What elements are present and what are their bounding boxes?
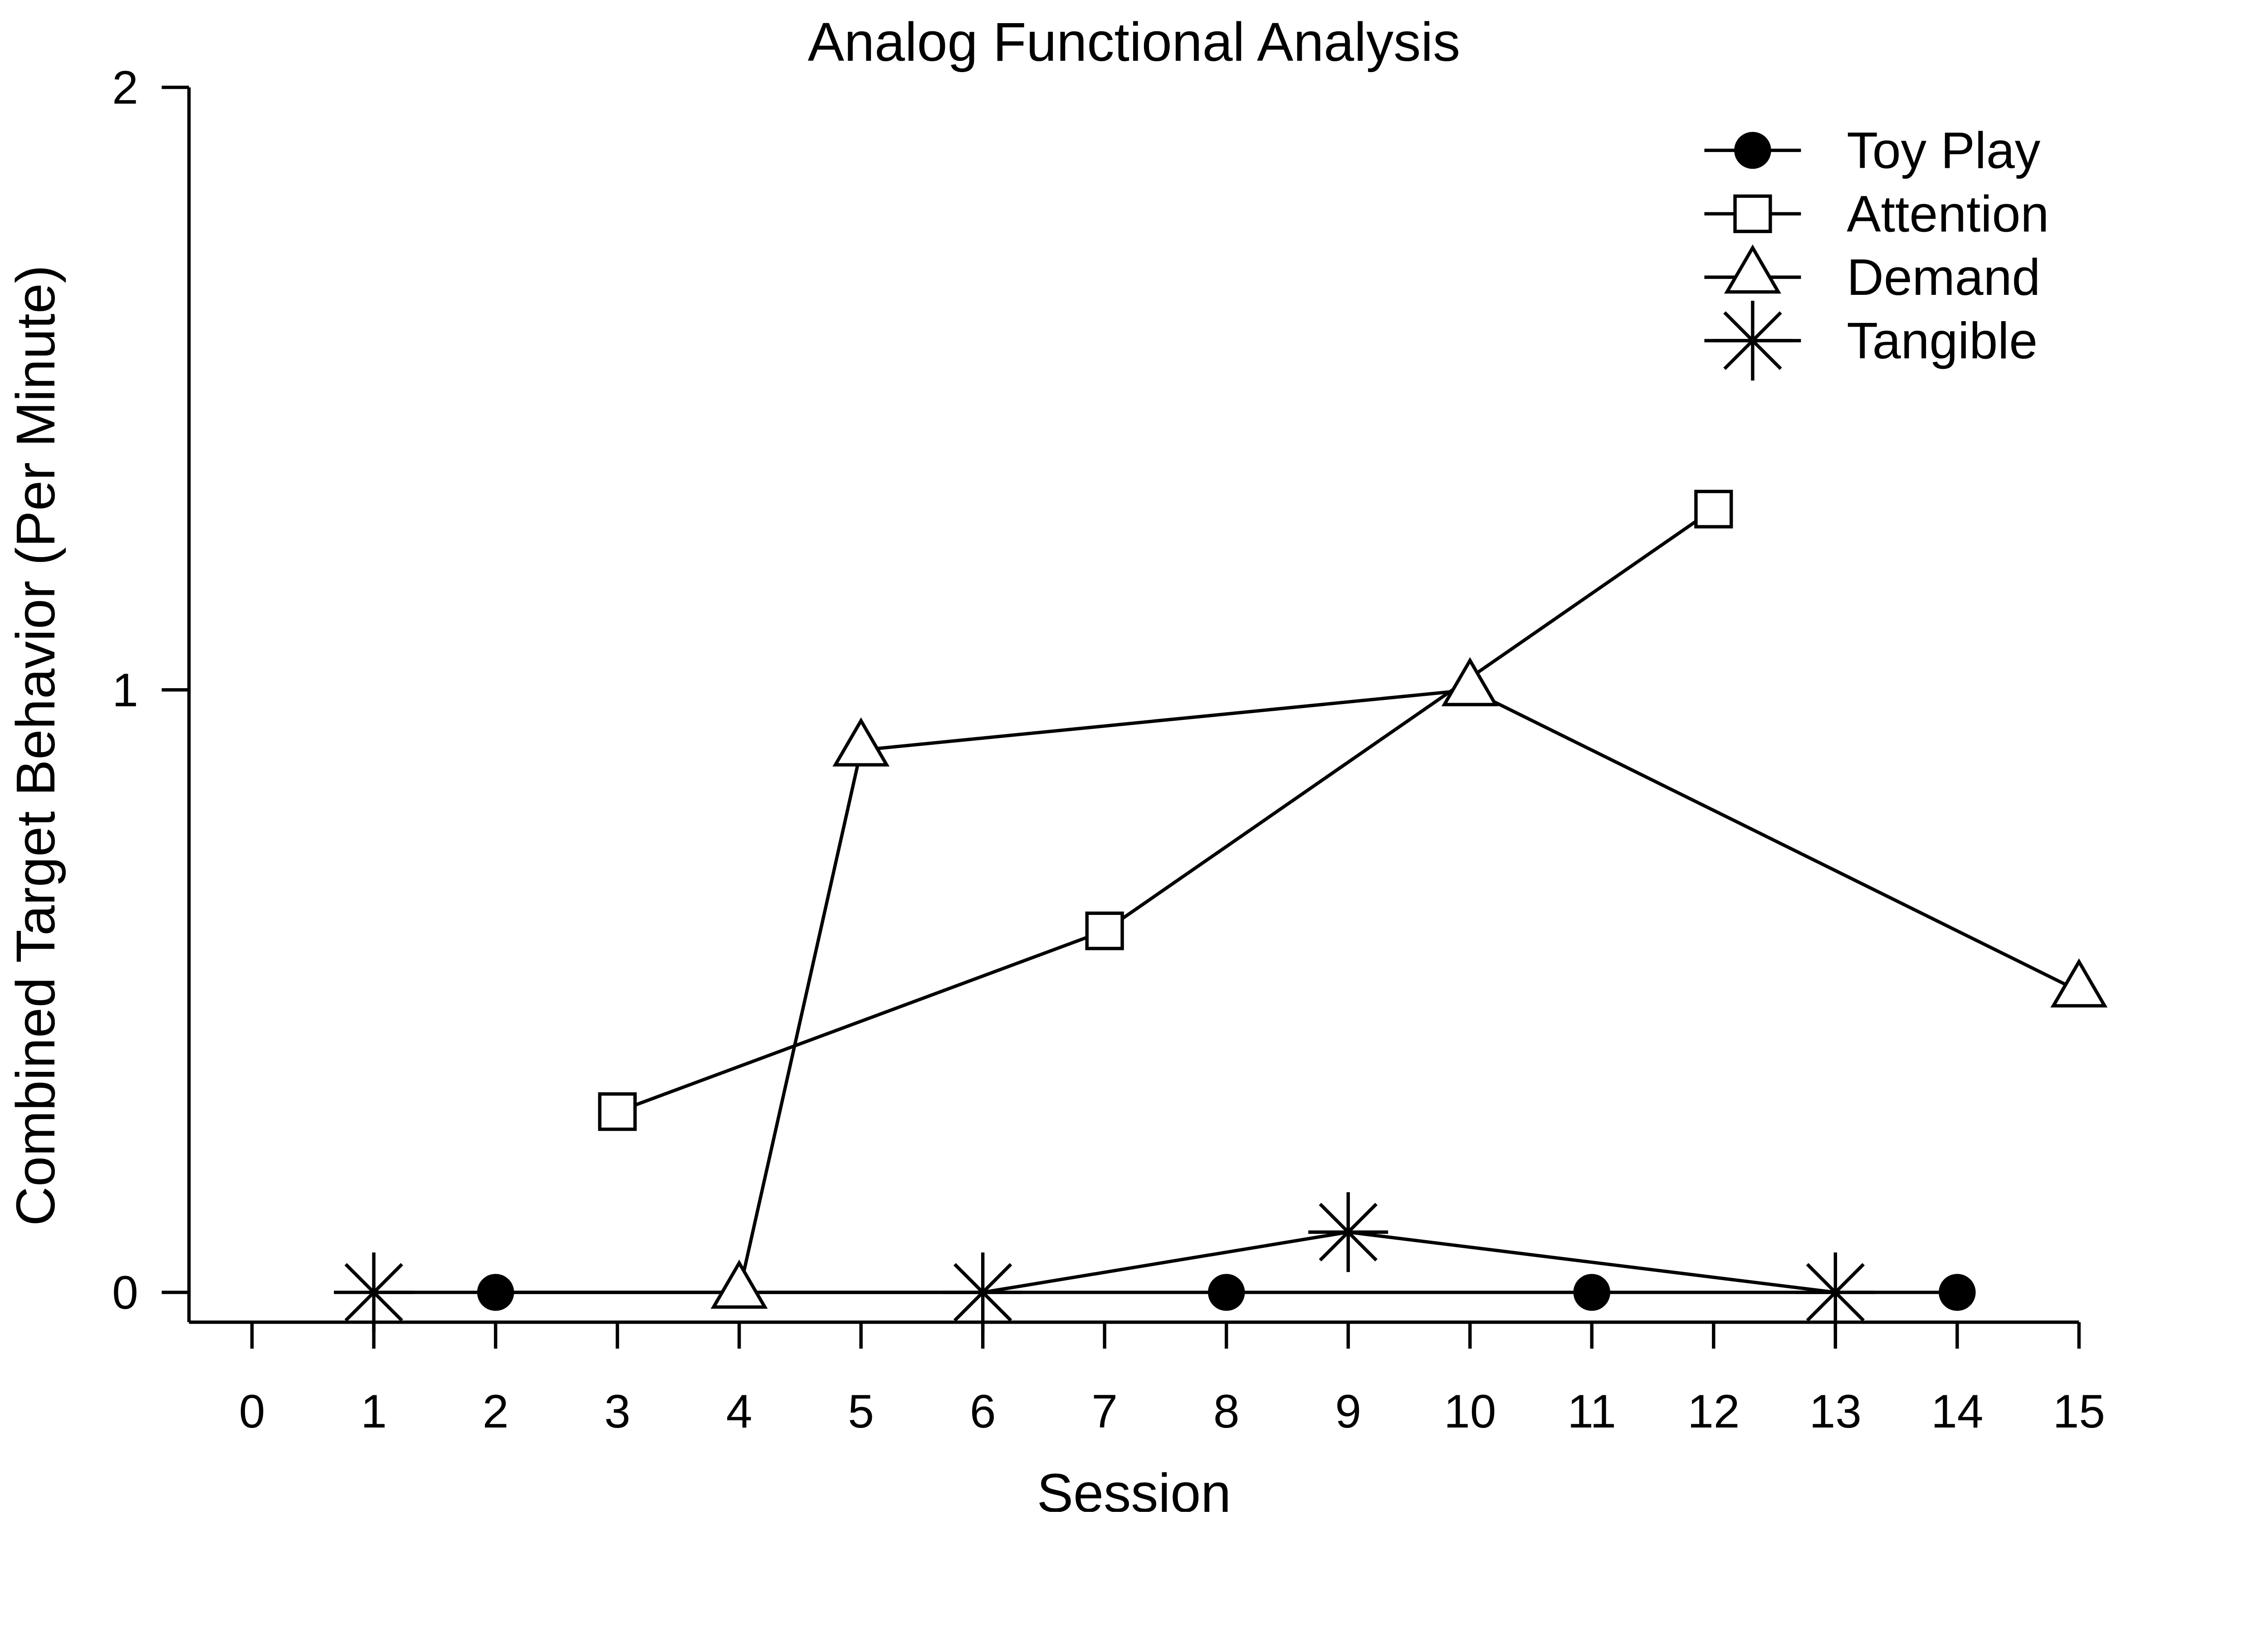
marker-attention-0: [598, 1092, 637, 1131]
legend-label-attention: Attention: [1847, 185, 2049, 242]
analog-functional-analysis-figure: 0 1 2 3 4 5 6 7 8 9 10 11 12 13 14 15 0 1 2 Analog Function…: [5, 11, 2108, 1512]
x-tick-label-13: 13: [1809, 1385, 1862, 1437]
legend-entry-attention: Attention: [1704, 185, 2049, 242]
x-tick-label-6: 6: [970, 1385, 996, 1437]
legend-marker-demand-icon: [1724, 244, 1781, 294]
marker-demand-1: [832, 717, 890, 767]
marker-tangible-1: [943, 1252, 1023, 1333]
marker-tangible-0: [334, 1252, 414, 1333]
marker-toy-play-2: [1573, 1274, 1610, 1311]
marker-tangible-3-d2: [1806, 1263, 1865, 1322]
x-tick-label-5: 5: [848, 1385, 874, 1437]
x-tick-label-4: 4: [726, 1385, 753, 1437]
legend-label-toy-play: Toy Play: [1847, 122, 2040, 179]
series-line-demand: [738, 688, 2080, 1293]
series-line-tangible: [374, 1230, 1836, 1294]
x-tick-label-0: 0: [239, 1385, 265, 1437]
x-axis-title: Session: [1037, 1462, 1231, 1512]
marker-toy-play-0: [477, 1274, 514, 1311]
marker-tangible-2: [1308, 1192, 1388, 1272]
x-tick-label-15: 15: [2053, 1385, 2105, 1437]
x-tick-label-9: 9: [1335, 1385, 1361, 1437]
x-tick-label-12: 12: [1687, 1385, 1740, 1437]
marker-demand-3: [2050, 958, 2108, 1008]
marker-toy-play-1: [1207, 1274, 1245, 1311]
legend-marker-attention-icon: [1733, 194, 1772, 233]
y-tick-label-1: 1: [112, 664, 138, 716]
x-tick-label-1: 1: [361, 1385, 387, 1437]
legend-entry-toy-play: Toy Play: [1704, 122, 2041, 179]
x-tick-label-14: 14: [1931, 1385, 1983, 1437]
x-tick-label-8: 8: [1213, 1385, 1240, 1437]
x-tick-label-7: 7: [1091, 1385, 1118, 1437]
series-line-attention: [616, 508, 1715, 1114]
chart-title: Analog Functional Analysis: [808, 11, 1461, 73]
series-markers-demand: [710, 657, 2108, 1309]
marker-tangible-3: [1795, 1252, 1876, 1333]
marker-tangible-0-d2: [344, 1263, 403, 1322]
marker-demand-0: [710, 1259, 768, 1309]
series-markers-tangible: [334, 1192, 1876, 1333]
y-axis-title: Combined Target Behavior (Per Minute): [5, 265, 66, 1226]
marker-tangible-1-d2: [953, 1263, 1012, 1322]
marker-attention-1: [1085, 911, 1124, 950]
x-tick-label-3: 3: [604, 1385, 631, 1437]
legend-marker-tangible-icon: [1712, 300, 1793, 381]
legend: Toy Play Attention Demand Tangible: [1704, 122, 2049, 381]
marker-tangible-2-d2: [1319, 1203, 1378, 1261]
marker-attention-2: [1694, 489, 1733, 528]
y-tick-label-2: 2: [112, 61, 138, 114]
marker-demand-2: [1441, 657, 1499, 706]
legend-label-demand: Demand: [1847, 249, 2040, 306]
x-tick-label-10: 10: [1444, 1385, 1496, 1437]
legend-label-tangible: Tangible: [1847, 312, 2038, 369]
legend-marker-tangible-icon-d2: [1723, 311, 1782, 370]
series-markers-attention: [598, 489, 1733, 1131]
legend-marker-toy-play-icon: [1734, 132, 1771, 169]
marker-toy-play-3: [1939, 1274, 1976, 1311]
y-tick-label-0: 0: [112, 1266, 138, 1319]
x-tick-label-11: 11: [1567, 1385, 1616, 1437]
legend-entry-demand: Demand: [1704, 244, 2040, 306]
legend-entry-tangible: Tangible: [1704, 300, 2038, 381]
series-markers-toy-play: [477, 1274, 1976, 1311]
x-tick-label-2: 2: [483, 1385, 509, 1437]
